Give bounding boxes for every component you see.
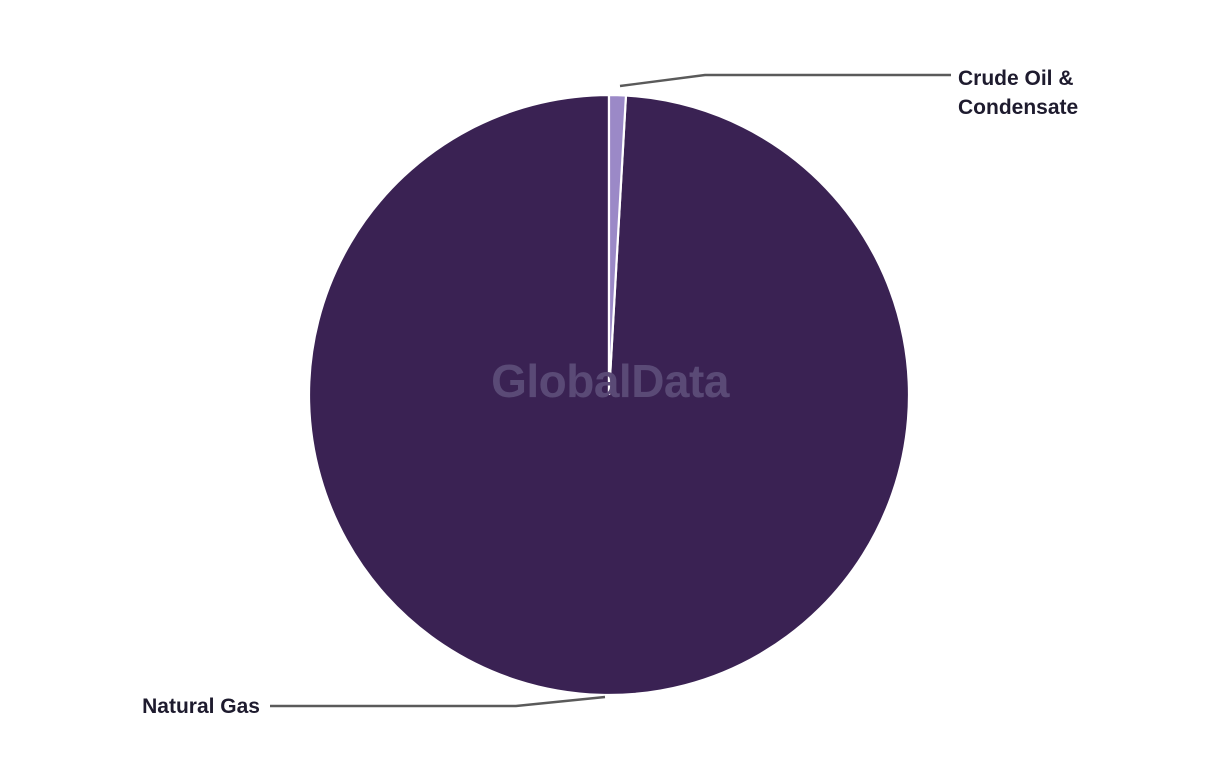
pie-label-natural-gas: Natural Gas (142, 695, 260, 718)
leader-line-crude-oil (619, 73, 951, 88)
pie-label-crude-oil-condensate: Crude Oil & Condensate (958, 67, 1079, 119)
pie-slice-crude-oil-condensate[interactable] (607, 93, 628, 396)
leader-line-natural-gas (270, 695, 606, 708)
